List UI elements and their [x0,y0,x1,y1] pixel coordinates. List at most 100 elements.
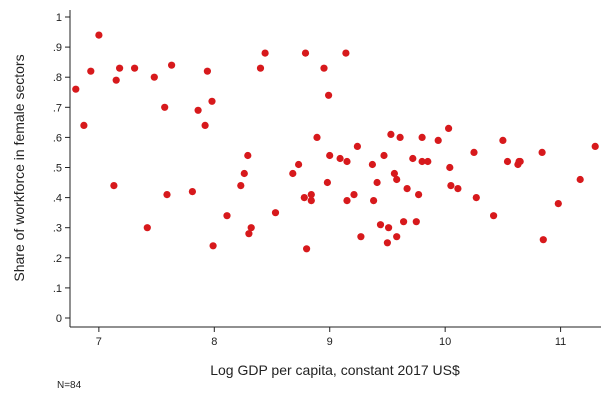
scatter-point [499,136,507,144]
scatter-point [370,197,378,205]
scatter-point [203,67,211,75]
scatter-point [161,103,169,111]
scatter-point [503,157,512,166]
y-axis-ticks: 0 .1 .2 .3 .4 .5 .6 .7 .8 .9 1 [53,12,70,325]
scatter-point [325,91,333,99]
scatter-point [539,236,547,244]
scatter-point [538,148,546,156]
scatter-point [396,133,404,141]
x-tick-label: 8 [211,336,217,348]
scatter-point [300,194,308,202]
y-tick-label: .5 [53,163,62,175]
scatter-point [307,197,315,205]
scatter-point [342,49,350,57]
y-tick-label: .8 [53,72,62,84]
x-tick-label: 10 [439,336,451,348]
scatter-point [393,175,401,184]
scatter-point [295,160,303,169]
scatter-point [80,121,88,129]
scatter-point [131,64,139,72]
scatter-point [380,151,388,160]
scatter-point [446,163,454,172]
scatter-point [95,31,103,39]
scatter-point [415,191,423,199]
scatter-point [150,73,158,81]
scatter-point [301,49,310,57]
scatter-point [343,157,351,166]
scatter-point [409,154,417,163]
scatter-point [188,188,196,196]
scatter-point [320,64,328,72]
scatter-point [110,182,118,190]
scatter-point [223,212,231,220]
scatter-point [447,182,455,190]
scatter-point [336,154,344,163]
scatter-point [353,142,361,150]
scatter-point [237,182,245,190]
scatter-point [454,185,462,193]
scatter-point [418,157,426,166]
scatter-point [554,200,562,208]
y-tick-label: .2 [53,253,62,265]
scatter-point [256,64,265,72]
scatter-point [403,185,411,193]
scatter-point [168,61,176,69]
scatter-point [112,76,120,84]
y-tick-label: 1 [56,12,62,24]
scatter-point [87,67,95,75]
scatter-point [373,178,381,187]
scatter-point [209,242,217,250]
scatter-point [387,130,395,138]
scatter-point [393,233,401,241]
scatter-point [240,169,248,178]
scatter-point [247,224,255,232]
plot-background [70,10,601,327]
scatter-point [412,218,420,226]
scatter-point [163,191,171,199]
scatter-point [116,64,124,72]
scatter-point [400,218,408,226]
y-axis-title: Share of workforce in female sectors [11,54,27,281]
x-tick-label: 9 [327,336,333,348]
sample-size-note: N=84 [57,380,82,391]
scatter-point [343,197,351,205]
scatter-point [445,124,453,132]
scatter-point [390,169,398,178]
scatter-point [383,239,391,247]
scatter-point [323,178,331,187]
scatter-point [245,230,253,238]
y-tick-label: .9 [53,42,62,54]
scatter-point [576,175,584,184]
plot-area [69,10,601,328]
scatter-point [326,151,334,160]
scatter-point [72,85,80,93]
scatter-point [376,221,385,229]
scatter-point [424,157,432,166]
scatter-point [194,106,202,114]
scatter-point [208,97,216,105]
scatter-point [289,169,297,178]
x-axis-ticks: 7 8 9 10 11 [96,327,566,348]
y-tick-label: .3 [53,223,62,235]
scatter-point [418,133,426,141]
x-tick-label: 7 [96,336,102,348]
scatter-point [385,224,393,232]
scatter-point [368,160,376,169]
scatter-point [271,209,280,217]
y-tick-label: .6 [53,132,62,144]
scatter-point [490,212,498,220]
y-tick-label: 0 [56,313,62,325]
scatter-point [244,151,252,160]
scatter-point [307,191,315,199]
scatter-point [591,142,599,150]
scatter-point [357,233,365,241]
scatter-point [472,194,480,202]
scatter-point [303,245,311,253]
scatter-point [516,157,524,166]
x-axis-title: Log GDP per capita, constant 2017 US$ [210,362,460,378]
x-tick-label: 11 [555,336,566,348]
scatter-point [470,148,478,156]
scatter-point [261,49,269,57]
scatter-point [201,121,209,129]
